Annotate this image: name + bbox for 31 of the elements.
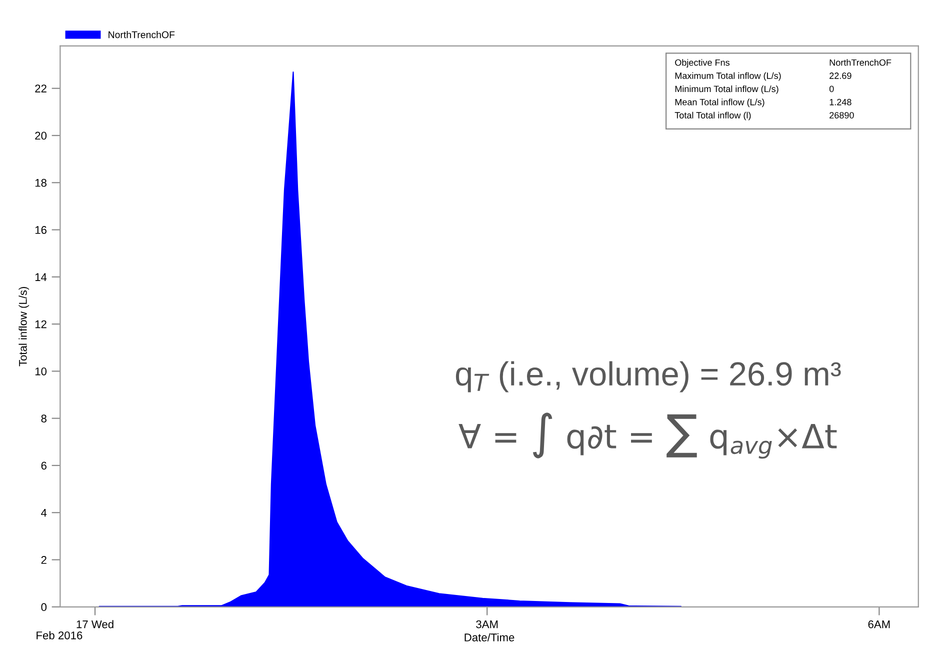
legend-label: NorthTrenchOF (108, 31, 175, 38)
annotation: 22.69 (830, 72, 852, 79)
y-axis-title: Total inflow (L/s) (18, 286, 30, 366)
y-tick-label: 14 (35, 273, 47, 281)
y-tick-label: 4 (41, 508, 47, 517)
annotation: Mean Total inflow (L/s) (675, 98, 764, 108)
y-tick-label: 6 (41, 462, 46, 470)
text: Feb 2016 (36, 631, 82, 640)
y-tick-label: 22 (35, 84, 46, 92)
y-tick-label: 0 (41, 603, 47, 612)
annotation: 26890 (830, 112, 854, 118)
annotation: 0 (829, 86, 834, 92)
x-tick-label: 3AM (476, 620, 498, 628)
annotation: ∀ = ∫ q∂t = ∑ q$_{avg}$×Δt (458, 412, 837, 459)
x-axis-title: Date/Time (464, 633, 514, 642)
x-tick-label: 17 Wed (76, 620, 114, 628)
y-tick-label: 20 (35, 132, 47, 140)
annotation: Maximum Total inflow (L/s) (675, 72, 781, 81)
y-tick-label: 18 (35, 178, 46, 187)
annotation: 1.248 (830, 98, 852, 106)
annotation: Total Total inflow (l) (674, 112, 751, 120)
y-tick-label: 12 (35, 320, 46, 328)
annotation: Minimum Total inflow (L/s) (675, 85, 778, 94)
y-tick-label: 10 (35, 367, 47, 376)
y-tick-label: 16 (35, 226, 46, 234)
annotation: Objective Fns (675, 59, 730, 68)
x-tick-label: 6AM (868, 620, 890, 628)
y-tick-label: 2 (41, 556, 46, 564)
annotation: NorthTrenchOF (830, 59, 892, 66)
y-tick-label: 8 (41, 414, 46, 422)
annotation: q$_{T}$ (i.e., volume) = 26.9 m³ (456, 361, 841, 392)
